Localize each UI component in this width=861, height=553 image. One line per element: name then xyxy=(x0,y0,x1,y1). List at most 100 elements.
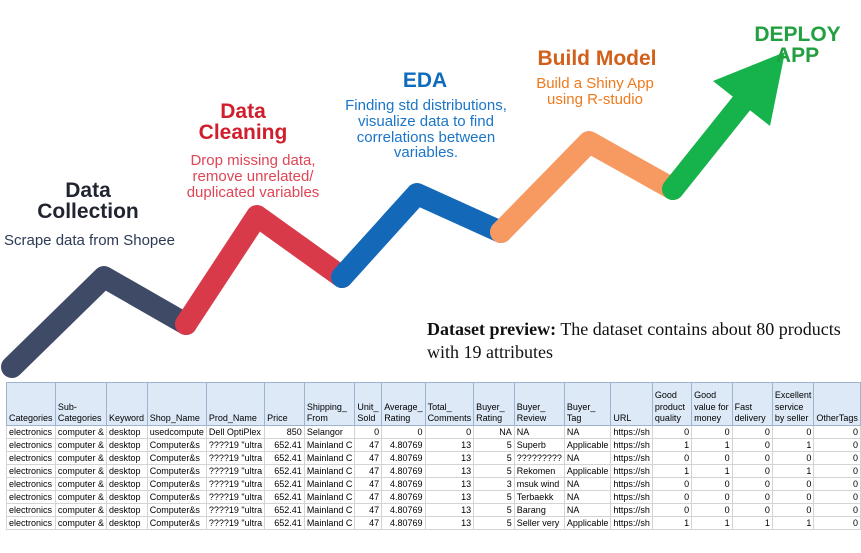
table-row: electronics computer & desktop Computer&s??… xyxy=(6,477,861,491)
column-header: Shipping_ From xyxy=(303,382,356,426)
table-cell: Seller very xyxy=(513,516,565,530)
table-cell: 0 xyxy=(691,503,733,517)
table-cell: electronics xyxy=(6,503,56,517)
table-cell: Barang xyxy=(513,503,565,517)
table-cell: Mainland C xyxy=(303,477,356,491)
column-header: Good product quality xyxy=(651,382,693,426)
table-cell: 0 xyxy=(813,503,861,517)
table-cell: 0 xyxy=(731,425,773,439)
table-cell: Computer&s xyxy=(146,490,207,504)
table-cell: 652.41 xyxy=(264,516,305,530)
table-cell: 850 xyxy=(264,425,305,439)
table-cell: electronics xyxy=(6,516,56,530)
table-cell: Mainland C xyxy=(303,503,356,517)
dataset-preview-text: The dataset contains about 80 products w… xyxy=(427,319,841,363)
table-cell: 0 xyxy=(691,490,733,504)
column-header: Price xyxy=(264,382,305,426)
table-cell: 1 xyxy=(651,464,693,478)
table-cell: 4.80769 xyxy=(381,451,426,465)
table-row: electronics computer & desktop usedcompute D… xyxy=(6,425,861,439)
column-header: Sub- Categories xyxy=(54,382,107,426)
table-cell: desktop xyxy=(105,503,148,517)
build-segment xyxy=(490,131,684,243)
stage-build-desc: Build a Shiny App using R-studio xyxy=(536,75,654,108)
stage-build-title: Build Model xyxy=(537,47,657,70)
table-cell: ????????? xyxy=(513,451,565,465)
table-cell: Applicable xyxy=(563,464,612,478)
column-header: URL xyxy=(610,382,653,426)
table-cell: 652.41 xyxy=(264,490,305,504)
table-cell: 0 xyxy=(813,516,861,530)
table-cell: 1 xyxy=(771,438,815,452)
table-cell: Computer&s xyxy=(146,516,207,530)
table-cell: desktop xyxy=(105,425,148,439)
table-cell: computer & xyxy=(54,451,107,465)
table-cell: electronics xyxy=(6,490,56,504)
column-header: Buyer_ Rating xyxy=(473,382,515,426)
table-cell: 47 xyxy=(354,477,383,491)
cleaning-segment xyxy=(175,205,353,335)
table-cell: ????19 "ultra xyxy=(205,503,266,517)
table-cell: NA xyxy=(473,425,515,439)
table-cell: Applicable xyxy=(563,438,612,452)
table-cell: ????19 "ultra xyxy=(205,490,266,504)
column-header: Fast delivery xyxy=(731,382,773,426)
table-cell: 0 xyxy=(651,503,693,517)
column-header: Shop_Name xyxy=(146,382,207,426)
table-row: electronics computer & desktop Computer&s??… xyxy=(6,451,861,465)
table-cell: ????19 "ultra xyxy=(205,516,266,530)
table-cell: 13 xyxy=(424,490,475,504)
table-cell: https://sh xyxy=(610,490,653,504)
table-cell: 4.80769 xyxy=(381,477,426,491)
table-cell: NA xyxy=(563,451,612,465)
table-cell: Applicable xyxy=(563,516,612,530)
table-cell: https://sh xyxy=(610,503,653,517)
table-cell: Terbaekk xyxy=(513,490,565,504)
table-cell: 47 xyxy=(354,490,383,504)
dataset-preview-caption: Dataset preview: The dataset contains ab… xyxy=(427,318,857,364)
table-cell: 0 xyxy=(691,425,733,439)
column-header: Average_ Rating xyxy=(381,382,426,426)
table-cell: 3 xyxy=(473,477,515,491)
table-cell: computer & xyxy=(54,516,107,530)
table-cell: usedcompute xyxy=(146,425,207,439)
table-cell: 1 xyxy=(691,516,733,530)
table-cell: 652.41 xyxy=(264,503,305,517)
table-cell: 0 xyxy=(651,425,693,439)
table-cell: desktop xyxy=(105,438,148,452)
dataset-preview-table: Categories Sub- Categories Keyword Shop_Nam… xyxy=(6,382,861,530)
table-row: electronics computer & desktop Computer&s??… xyxy=(6,516,861,530)
table-cell: Selangor xyxy=(303,425,356,439)
table-cell: NA xyxy=(563,503,612,517)
table-cell: 4.80769 xyxy=(381,438,426,452)
dataset-preview-label: Dataset preview: xyxy=(427,319,557,339)
table-cell: 1 xyxy=(731,516,773,530)
table-cell: 0 xyxy=(813,477,861,491)
table-cell: computer & xyxy=(54,490,107,504)
table-cell: computer & xyxy=(54,464,107,478)
stage-cleaning-desc: Drop missing data, remove unrelated/ dup… xyxy=(186,152,320,201)
table-cell: 5 xyxy=(473,451,515,465)
table-cell: electronics xyxy=(6,425,56,439)
table-cell: 0 xyxy=(731,503,773,517)
table-cell: 1 xyxy=(651,516,693,530)
table-row: electronics computer & desktop Computer&s??… xyxy=(6,438,861,452)
table-cell: 0 xyxy=(771,503,815,517)
table-cell: 0 xyxy=(354,425,383,439)
table-cell: Computer&s xyxy=(146,464,207,478)
table-cell: NA xyxy=(513,425,565,439)
column-header: Unit_ Sold xyxy=(354,382,383,426)
table-cell: Computer&s xyxy=(146,438,207,452)
table-cell: electronics xyxy=(6,477,56,491)
table-cell: 0 xyxy=(813,425,861,439)
table-cell: 0 xyxy=(771,425,815,439)
table-cell: 0 xyxy=(731,438,773,452)
table-cell: 1 xyxy=(651,438,693,452)
table-row: electronics computer & desktop Computer&s??… xyxy=(6,490,861,504)
table-cell: 0 xyxy=(381,425,426,439)
column-header: Keyword xyxy=(105,382,148,426)
table-cell: https://sh xyxy=(610,438,653,452)
table-cell: 47 xyxy=(354,451,383,465)
table-cell: Dell OptiPlex xyxy=(205,425,266,439)
table-cell: 1 xyxy=(691,438,733,452)
